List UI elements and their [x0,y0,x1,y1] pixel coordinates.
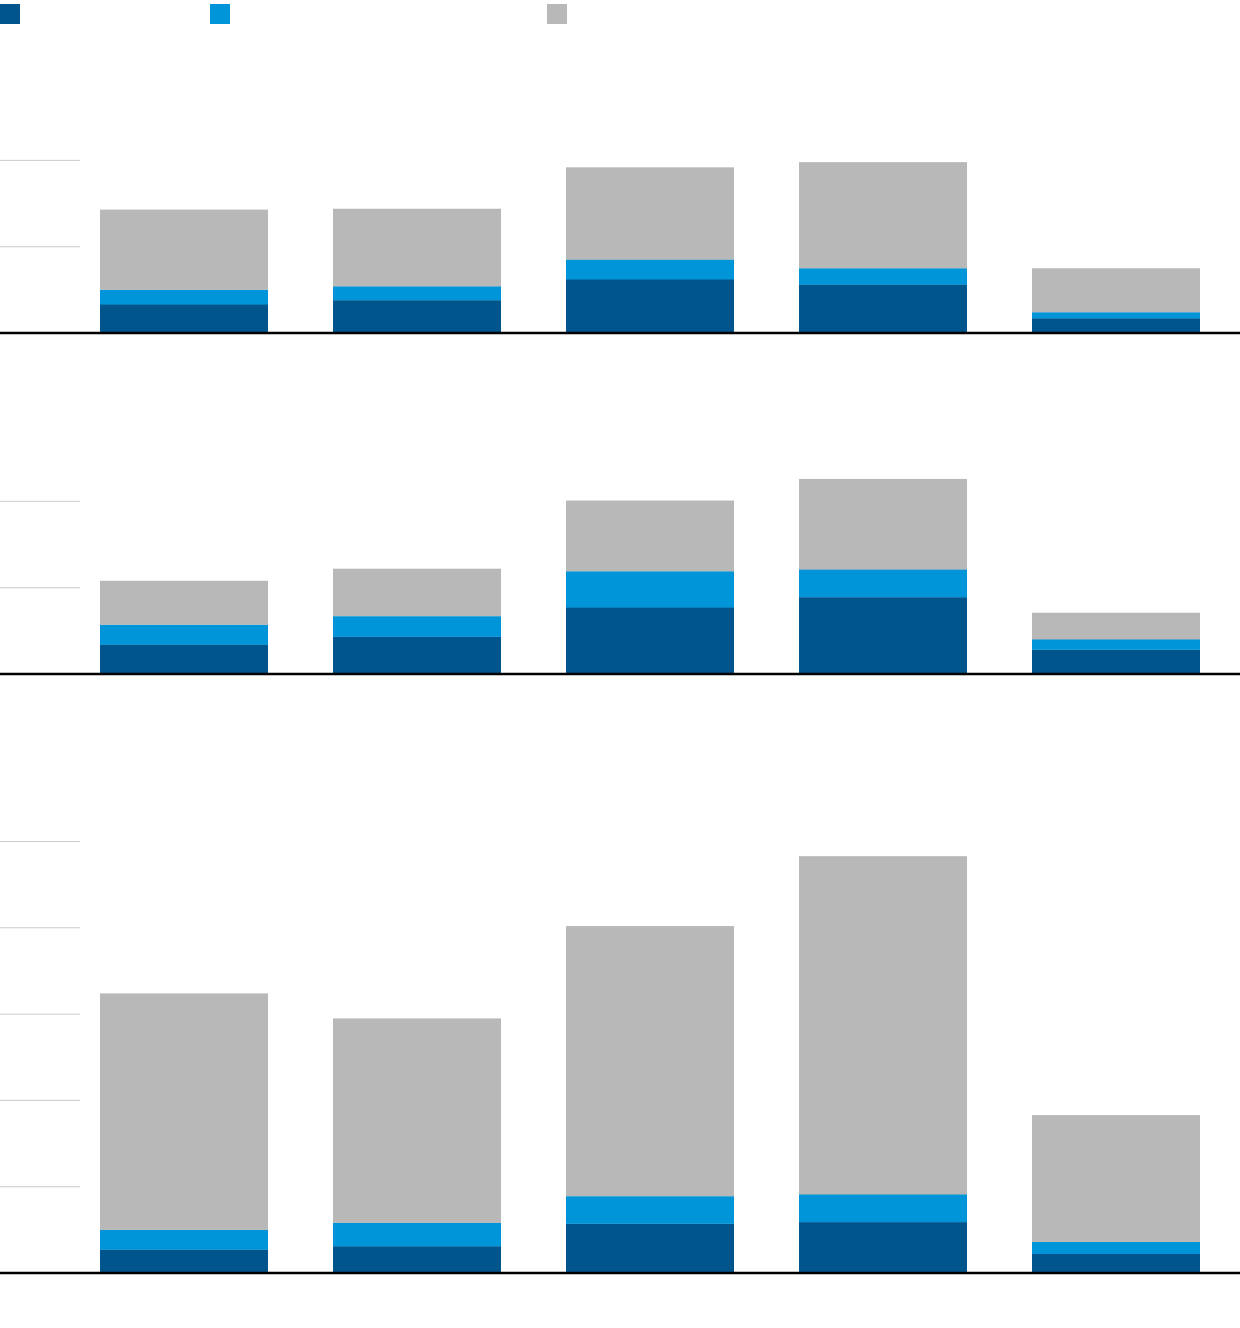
bar-segment [799,597,967,674]
legend-swatch [547,4,567,24]
bar-segment [100,1249,268,1273]
bar-segment [799,569,967,598]
legend-swatch [0,4,20,24]
bar-segment [566,500,734,572]
bar-segment [100,304,268,333]
bar-segment [1032,1241,1200,1255]
bar-segment [1032,268,1200,313]
bar-segment [1032,318,1200,333]
bar-segment [100,624,268,645]
bar-segment [566,167,734,260]
bar-segment [333,1018,501,1223]
bar-segment [799,478,967,570]
bar-segment [333,616,501,637]
bar-segment [1032,312,1200,319]
bar-segment [1032,612,1200,640]
bar-segment [333,1246,501,1273]
bar-segment [799,856,967,1195]
bar-segment [1032,1115,1200,1242]
bar-segment [566,571,734,608]
bar-segment [100,1229,268,1250]
bar-segment [333,208,501,287]
bar-segment [799,1194,967,1223]
bar-segment [100,289,268,305]
bar-segment [100,580,268,625]
legend-swatch [210,4,230,24]
bar-segment [566,926,734,1197]
bar-segment [566,259,734,280]
bar-segment [1032,639,1200,650]
bar-segment [566,1223,734,1273]
bar-segment [100,644,268,674]
bar-segment [100,993,268,1230]
bar-segment [100,209,268,290]
bar-segment [1032,1254,1200,1273]
bar-segment [333,1222,501,1247]
bar-segment [333,568,501,617]
bar-segment [799,1222,967,1273]
bar-segment [333,300,501,333]
bar-segment [1032,649,1200,674]
bar-segment [333,636,501,674]
bar-segment [799,268,967,285]
bar-segment [333,286,501,301]
bar-segment [566,607,734,674]
bar-segment [566,279,734,333]
bar-segment [799,162,967,269]
bar-segment [566,1196,734,1224]
bar-segment [799,284,967,333]
